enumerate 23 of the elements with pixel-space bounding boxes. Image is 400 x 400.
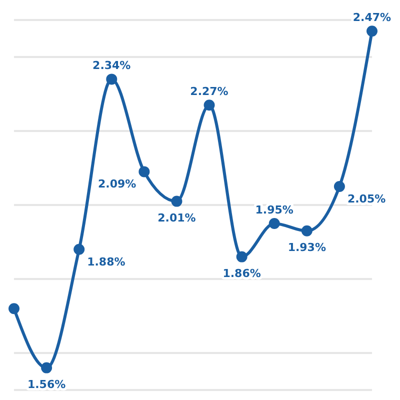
point — [41, 362, 52, 374]
data-label: 2.34% — [92, 59, 131, 72]
data-label: 2.05% — [347, 192, 386, 206]
point — [204, 100, 215, 111]
point — [8, 303, 20, 314]
point — [268, 218, 280, 229]
point — [366, 26, 378, 37]
data-label: 1.93% — [288, 240, 326, 254]
data-label: 1.56% — [27, 378, 66, 391]
data-label: 2.27% — [190, 85, 228, 98]
point — [301, 225, 312, 236]
data-label: 1.86% — [222, 266, 261, 280]
point — [138, 166, 150, 178]
point — [74, 244, 85, 255]
data-label: 2.09% — [98, 178, 136, 191]
point — [236, 251, 248, 262]
data-label: 2.01% — [158, 211, 196, 224]
data-label: 2.47% — [352, 11, 392, 24]
point — [171, 196, 182, 207]
point — [334, 181, 345, 192]
data-label: 1.88% — [87, 255, 126, 268]
data-label: 1.95% — [255, 204, 294, 216]
point — [106, 74, 118, 85]
